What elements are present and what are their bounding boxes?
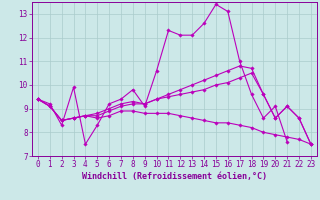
X-axis label: Windchill (Refroidissement éolien,°C): Windchill (Refroidissement éolien,°C) (82, 172, 267, 181)
